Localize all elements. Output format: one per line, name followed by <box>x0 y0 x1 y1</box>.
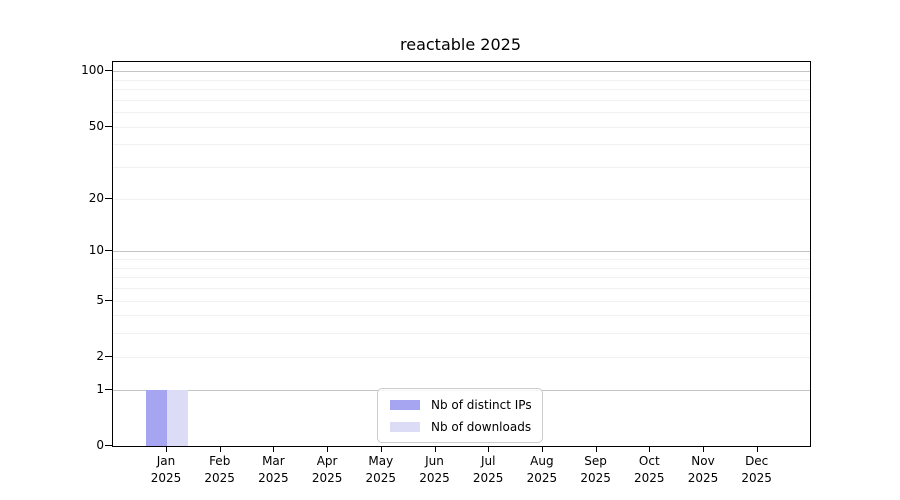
bar-nb-of-distinct-ips-jan-2025 <box>146 389 167 446</box>
gridline-minor <box>113 126 810 128</box>
x-tick-year: 2025 <box>419 471 450 485</box>
x-tick-year: 2025 <box>687 471 719 485</box>
gridline-major <box>113 251 810 253</box>
gridline-minor <box>113 267 810 269</box>
gridline-minor <box>113 259 810 260</box>
x-tick-mark <box>703 447 704 452</box>
x-tick-month: Nov <box>691 454 715 468</box>
y-tick-mark <box>105 70 112 72</box>
y-tick-label: 0 <box>96 438 104 452</box>
x-tick-month: Jan <box>156 454 176 468</box>
x-tick-mark <box>166 447 167 452</box>
y-tick-mark <box>105 299 112 301</box>
x-tick-year: 2025 <box>311 471 343 485</box>
x-tick-month: Jul <box>480 454 496 468</box>
x-tick-mark <box>273 447 275 452</box>
x-tick-mark <box>219 447 221 452</box>
x-tick-year: 2025 <box>526 471 558 485</box>
y-tick-label: 50 <box>88 118 104 133</box>
y-tick-label: 10 <box>88 243 104 258</box>
x-tick-month: Feb <box>209 454 231 468</box>
x-tick-label: Jun 2025 <box>403 453 467 487</box>
gridline-minor <box>113 356 810 358</box>
x-tick-month: Apr <box>316 454 338 468</box>
legend-entry-downloads: Nb of downloads <box>390 417 532 436</box>
gridline-minor <box>113 277 810 279</box>
gridline-minor <box>113 89 810 90</box>
y-tick-label: 20 <box>88 190 104 205</box>
x-tick-month: May <box>368 454 394 468</box>
x-tick-year: 2025 <box>150 471 182 485</box>
x-tick-mark <box>649 447 651 452</box>
x-tick-label: Oct 2025 <box>617 453 681 487</box>
gridline-minor <box>113 333 810 335</box>
legend-entry-distinct-ips: Nb of distinct IPs <box>390 395 532 414</box>
x-tick-label: Sep 2025 <box>564 453 628 487</box>
x-tick-year: 2025 <box>634 471 665 485</box>
x-tick-label: May 2025 <box>349 453 413 487</box>
gridline-minor <box>113 198 810 200</box>
x-tick-month: Jun <box>425 454 444 468</box>
x-tick-label: Dec 2025 <box>725 453 789 487</box>
plot-area: Nb of distinct IPs Nb of downloads <box>112 61 811 447</box>
y-tick-mark <box>105 388 112 390</box>
y-tick-mark <box>105 250 112 252</box>
y-tick-label: 100 <box>81 63 104 78</box>
x-tick-label: Nov 2025 <box>671 453 735 487</box>
legend-swatch-distinct-ips-icon <box>390 399 420 410</box>
x-tick-label: Aug 2025 <box>510 453 574 487</box>
x-tick-month: Aug <box>530 454 554 468</box>
gridline-minor <box>113 112 810 114</box>
y-tick-label: 5 <box>96 292 104 307</box>
y-tick-label: 1 <box>96 381 104 396</box>
x-tick-label: Mar 2025 <box>241 453 305 487</box>
x-tick-year: 2025 <box>472 471 504 485</box>
y-tick-label: 2 <box>96 348 104 363</box>
legend-swatch-downloads-icon <box>390 421 420 432</box>
x-tick-label: Jul 2025 <box>456 453 520 487</box>
x-tick-label: Apr 2025 <box>295 453 359 487</box>
x-tick-month: Oct <box>638 454 660 468</box>
y-tick-mark <box>105 125 112 127</box>
x-tick-label: Jan 2025 <box>134 453 198 487</box>
gridline-minor <box>113 315 810 317</box>
x-tick-mark <box>488 447 490 452</box>
x-tick-mark <box>434 447 436 452</box>
legend-label-downloads: Nb of downloads <box>431 419 532 434</box>
gridline-minor <box>113 79 810 81</box>
chart-title: reactable 2025 <box>400 35 521 54</box>
gridline-minor <box>113 144 810 146</box>
x-tick-mark <box>541 447 543 452</box>
bar-nb-of-downloads-jan-2025 <box>167 389 188 446</box>
gridline-minor <box>113 99 810 101</box>
x-tick-label: Feb 2025 <box>188 453 252 487</box>
x-tick-mark <box>380 447 382 452</box>
gridline-major <box>113 71 810 73</box>
x-tick-month: Dec <box>745 454 769 468</box>
y-tick-mark <box>105 445 112 446</box>
x-tick-month: Mar <box>262 454 285 468</box>
x-tick-year: 2025 <box>258 471 289 485</box>
gridline-minor <box>113 167 810 169</box>
y-tick-mark <box>105 197 112 199</box>
x-tick-year: 2025 <box>204 471 235 485</box>
x-tick-year: 2025 <box>741 471 772 485</box>
gridline-minor <box>113 300 810 302</box>
x-tick-month: Sep <box>584 454 607 468</box>
x-tick-mark <box>595 447 597 452</box>
legend: Nb of distinct IPs Nb of downloads <box>377 388 543 443</box>
x-tick-year: 2025 <box>365 471 397 485</box>
x-tick-mark <box>756 447 758 452</box>
x-tick-year: 2025 <box>580 471 611 485</box>
gridline-minor <box>113 287 810 289</box>
y-tick-mark <box>105 355 112 357</box>
x-tick-mark <box>327 447 329 452</box>
legend-label-distinct-ips: Nb of distinct IPs <box>431 397 532 412</box>
